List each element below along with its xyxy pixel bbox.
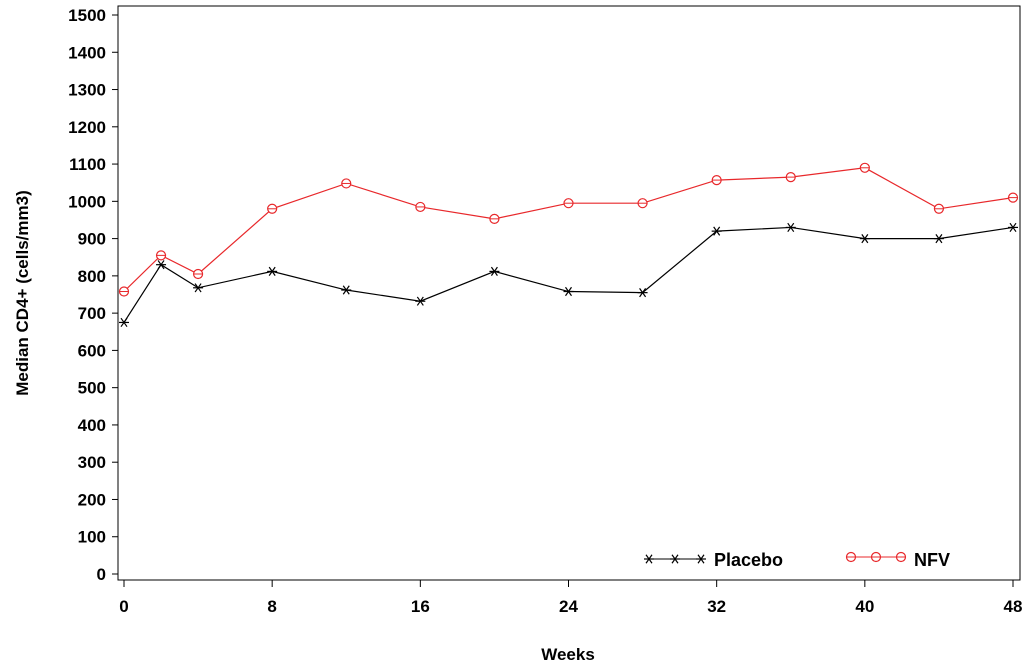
y-axis: 0 100 200 300 400 500 600 700 800 900 1000 1100 1200…: [68, 6, 118, 584]
x-tick-label: 0: [119, 597, 128, 616]
y-tick-label: 700: [78, 304, 106, 323]
y-tick-label: 100: [78, 528, 106, 547]
legend-marker-placebo: [644, 554, 706, 564]
x-tick-label: 8: [267, 597, 276, 616]
y-tick-label: 800: [78, 267, 106, 286]
series-line-nfv: [123, 167, 1014, 292]
data-point-placebo: [156, 260, 167, 270]
legend-symbol: [644, 554, 654, 564]
y-axis-title: Median CD4+ (cells/mm3): [13, 190, 32, 396]
data-point-placebo: [489, 266, 500, 276]
data-point-nfv: [933, 203, 945, 214]
y-tick-label: 0: [97, 565, 106, 584]
x-tick-label: 48: [1004, 597, 1023, 616]
legend-item-nfv: NFV: [845, 550, 950, 570]
data-point-placebo: [193, 283, 204, 293]
data-point-nfv: [267, 203, 278, 214]
data-point-placebo: [415, 296, 426, 306]
y-tick-label: 900: [78, 230, 106, 249]
y-tick-label: 1300: [68, 81, 106, 100]
data-point-nfv: [341, 178, 352, 189]
data-point-placebo: [267, 266, 278, 276]
y-tick-label: 200: [78, 490, 106, 509]
y-tick-label: 400: [78, 416, 106, 435]
x-tick-label: 32: [707, 597, 726, 616]
data-point-nfv: [118, 286, 130, 297]
legend-marker-nfv: [845, 551, 907, 563]
data-point-nfv: [563, 198, 574, 209]
y-tick-label: 300: [78, 453, 106, 472]
y-tick-label: 500: [78, 379, 106, 398]
data-point-nfv: [711, 174, 722, 186]
data-point-nfv: [192, 268, 204, 280]
data-point-nfv: [155, 250, 167, 261]
x-axis: 0 8 16 24 32 40 48: [119, 580, 1022, 616]
data-point-placebo: [341, 285, 352, 295]
data-point-nfv: [859, 162, 870, 173]
series-line-placebo: [123, 226, 1014, 323]
legend-label-placebo: Placebo: [714, 550, 783, 570]
legend-symbol: [696, 554, 706, 564]
data-point-placebo: [933, 234, 944, 244]
data-point-placebo: [119, 317, 129, 328]
x-tick-label: 16: [411, 597, 430, 616]
data-point-nfv: [415, 201, 426, 213]
data-point-placebo: [785, 222, 796, 233]
legend-symbol: [670, 554, 680, 564]
x-tick-label: 24: [559, 597, 578, 616]
data-point-nfv: [637, 198, 648, 209]
data-point-placebo: [859, 234, 870, 244]
legend-symbol: [870, 551, 882, 563]
y-tick-label: 1000: [68, 192, 106, 211]
y-tick-label: 600: [78, 341, 106, 360]
series-layer: [118, 162, 1019, 328]
data-point-nfv: [489, 213, 500, 224]
data-point-placebo: [637, 288, 648, 298]
data-point-placebo: [563, 286, 574, 297]
y-tick-label: 1500: [68, 6, 106, 25]
legend: Placebo NFV: [644, 550, 950, 570]
y-tick-label: 1200: [68, 118, 106, 137]
x-tick-label: 40: [855, 597, 874, 616]
x-axis-title: Weeks: [541, 645, 595, 664]
data-point-nfv: [785, 172, 796, 183]
data-point-nfv: [1007, 192, 1019, 203]
y-tick-label: 1100: [69, 155, 106, 174]
legend-symbol: [845, 551, 857, 563]
y-tick-label: 1400: [68, 43, 106, 62]
legend-symbol: [895, 551, 907, 563]
legend-item-placebo: Placebo: [644, 550, 783, 570]
legend-label-nfv: NFV: [914, 550, 950, 570]
data-point-placebo: [711, 226, 722, 236]
data-point-placebo: [1008, 222, 1018, 233]
